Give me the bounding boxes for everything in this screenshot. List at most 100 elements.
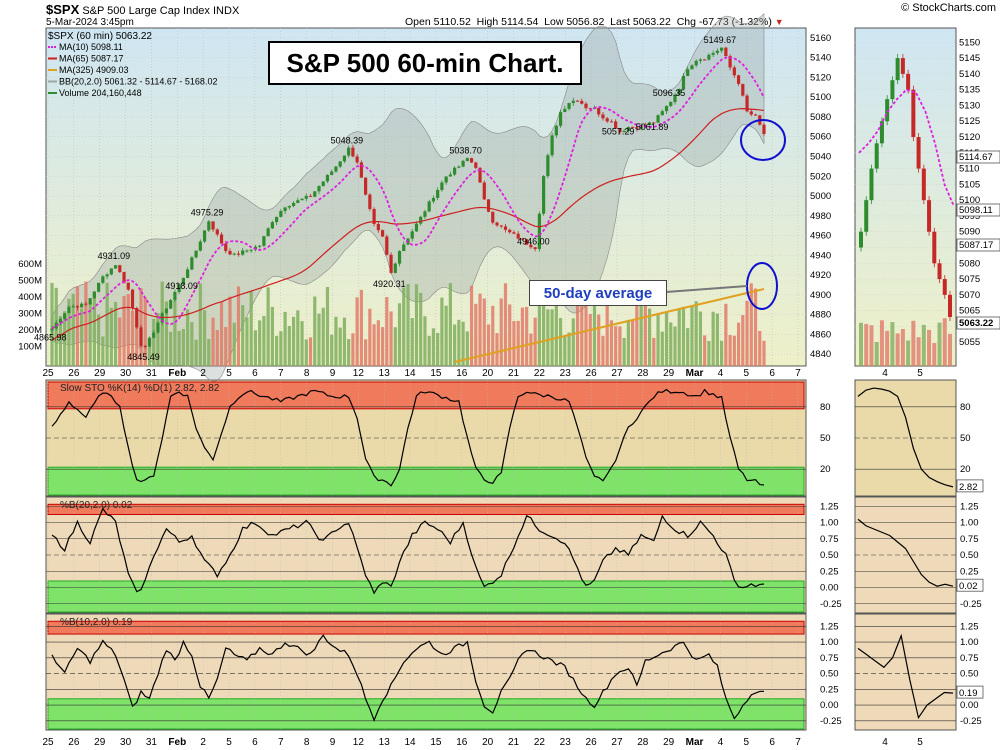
candle-body	[385, 236, 389, 255]
volume-bar	[622, 337, 626, 366]
volume-bar	[558, 317, 563, 366]
volume-bar	[639, 292, 643, 366]
pctb10-tick-label: 0.50	[820, 669, 839, 680]
volume-bar	[550, 309, 554, 366]
x-date-label-top: 7	[278, 368, 284, 379]
x-date-label-top: 26	[586, 368, 598, 379]
x-date-label-top: 23	[560, 368, 572, 379]
volume-bar	[215, 329, 219, 366]
zoom-value-label: 5087.17	[959, 240, 993, 251]
pctb20-line	[51, 507, 765, 595]
candle-body	[643, 124, 647, 126]
volume-bar	[351, 333, 355, 366]
zoom-volume-bar	[885, 330, 890, 366]
price-label: 4975.29	[191, 208, 224, 218]
volume-bar	[588, 314, 592, 366]
volume-bar	[444, 305, 448, 366]
credit-label: © StockCharts.com	[901, 2, 996, 14]
x-date-label-bottom: 2	[200, 737, 206, 748]
zoom-value-box	[956, 203, 1000, 217]
candle-body	[732, 67, 736, 76]
x-date-label-top: 29	[94, 368, 106, 379]
pctb10-zoom-tick-label: 1.25	[960, 621, 979, 632]
volume-bar	[584, 285, 588, 366]
candle-body	[92, 291, 96, 299]
volume-bar	[232, 322, 236, 366]
zoom-tick-label: 5100	[959, 195, 980, 206]
x-date-label-top: 21	[508, 368, 520, 379]
zoom-value-label: 5114.67	[959, 152, 993, 163]
volume-bar	[245, 317, 249, 366]
candle-body	[453, 167, 457, 175]
price-tick-label: 4940	[810, 250, 831, 261]
candle-body	[202, 230, 207, 242]
candle-body	[113, 265, 118, 269]
pctb10-tick-label: -0.25	[820, 716, 842, 727]
volume-bar	[745, 300, 749, 366]
volume-bar	[258, 320, 262, 366]
volume-tick-label: 500M	[18, 276, 42, 287]
candle-body	[143, 345, 147, 347]
volume-bar	[681, 306, 686, 366]
volume-bar	[287, 325, 291, 366]
zoom-volume-bar	[921, 324, 926, 366]
volume-bar	[169, 331, 173, 366]
candle-body	[304, 195, 308, 199]
x-date-label-bottom: 5	[743, 737, 749, 748]
pctb20-last-label: 0.02	[959, 581, 978, 592]
candle-body	[694, 60, 698, 66]
candle-body	[745, 95, 749, 112]
volume-bar	[393, 327, 397, 366]
candle-body	[753, 114, 758, 116]
candle-body	[63, 313, 67, 320]
volume-bar	[122, 295, 126, 366]
x-date-label-top: 6	[252, 368, 258, 379]
volume-tick-label: 400M	[18, 292, 42, 303]
volume-bar	[707, 340, 711, 366]
volume-bar	[321, 307, 325, 366]
candle-body	[355, 156, 359, 163]
volume-bar	[554, 304, 558, 366]
volume-bar	[635, 282, 639, 366]
price-tick-label: 4880	[810, 310, 831, 321]
zoom-candle-body	[937, 263, 942, 280]
x-date-label-bottom: 26	[68, 737, 80, 748]
candle-body	[177, 283, 181, 292]
volume-bar	[647, 308, 652, 366]
volume-bar	[266, 287, 270, 366]
zoom-x-label: 5	[917, 368, 923, 379]
candle-body	[236, 253, 241, 255]
x-date-label-bottom: 5	[226, 737, 232, 748]
candle-body	[546, 155, 550, 177]
price-label: 4865.98	[34, 332, 67, 342]
volume-bar	[618, 326, 622, 366]
candle-body	[211, 221, 215, 230]
volume-bar	[520, 307, 525, 366]
candle-body	[126, 282, 130, 290]
volume-bar	[397, 303, 402, 366]
pctb10-tick-label: 0.75	[820, 653, 839, 664]
volume-bar	[355, 297, 359, 366]
candle-body	[283, 207, 287, 212]
volume-tick-label: 200M	[18, 325, 42, 336]
price-panel-title: $SPX (60 min) 5063.22	[48, 31, 152, 42]
volume-bar	[207, 338, 211, 366]
candle-body	[380, 230, 385, 237]
candle-body	[334, 166, 338, 172]
pctb10-oversold-zone	[47, 698, 805, 730]
candle-body	[609, 121, 614, 123]
candle-body	[164, 308, 169, 314]
volume-bar	[503, 283, 508, 366]
candle-body	[135, 308, 139, 328]
last-value: Last 5063.22	[610, 16, 671, 28]
zoom-candle-body	[911, 89, 916, 138]
zoom-tick-label: 5090	[959, 227, 980, 238]
candle-body	[711, 52, 715, 55]
candle-body	[173, 291, 177, 301]
x-date-label-bottom: 26	[586, 737, 598, 748]
volume-bar	[249, 291, 253, 366]
candle-body	[97, 282, 101, 292]
candle-body	[338, 161, 342, 167]
candle-body	[139, 327, 143, 346]
